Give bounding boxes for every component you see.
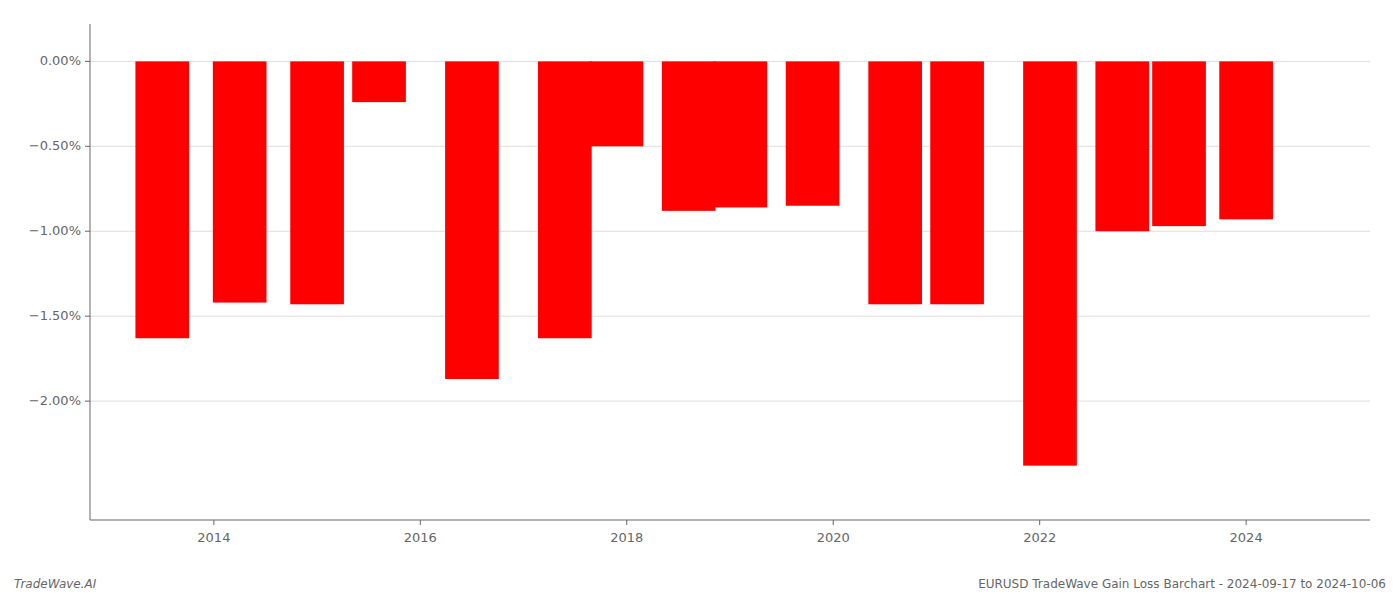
x-axis-line	[90, 520, 1370, 521]
bar	[538, 61, 592, 338]
bar	[290, 61, 344, 304]
y-tick	[85, 401, 90, 402]
y-tick-label: −1.00%	[29, 223, 81, 238]
x-tick	[626, 520, 627, 525]
y-axis-line	[90, 24, 91, 520]
y-tick-label: 0.00%	[40, 53, 81, 68]
chart-container: 0.00%−0.50%−1.00%−1.50%−2.00%20142016201…	[0, 0, 1400, 600]
y-tick	[85, 146, 90, 147]
grid-line	[90, 316, 1370, 317]
x-tick	[833, 520, 834, 525]
y-tick	[85, 316, 90, 317]
footer-text: TradeWave.AI	[14, 577, 97, 591]
bar	[445, 61, 499, 379]
bar	[213, 61, 267, 302]
bar	[1095, 61, 1149, 231]
bar	[1219, 61, 1273, 219]
x-tick-label: 2022	[1023, 530, 1056, 545]
x-tick-label: 2018	[610, 530, 643, 545]
x-tick-label: 2014	[197, 530, 230, 545]
bars	[135, 61, 1273, 465]
bar	[1152, 61, 1206, 226]
bar	[713, 61, 767, 207]
footer-text: EURUSD TradeWave Gain Loss Barchart - 20…	[978, 577, 1386, 591]
grid-line	[90, 231, 1370, 232]
bar	[930, 61, 984, 304]
bar	[135, 61, 189, 338]
grid-line	[90, 401, 1370, 402]
x-tick-label: 2016	[404, 530, 437, 545]
chart: 0.00%−0.50%−1.00%−1.50%−2.00%20142016201…	[0, 0, 1400, 600]
x-tick	[1039, 520, 1040, 525]
x-tick	[1246, 520, 1247, 525]
bar	[590, 61, 644, 146]
x-tick	[213, 520, 214, 525]
y-tick-label: −1.50%	[29, 308, 81, 323]
y-tick-label: −0.50%	[29, 138, 81, 153]
bar	[662, 61, 716, 210]
x-tick-label: 2020	[817, 530, 850, 545]
bar	[868, 61, 922, 304]
y-axis: 0.00% −0.50% −1.00% −1.50% −2.00%	[29, 53, 1370, 408]
bar	[1023, 61, 1077, 465]
bar	[352, 61, 406, 102]
y-tick	[85, 231, 90, 232]
y-tick	[85, 61, 90, 62]
y-tick-label: −2.00%	[29, 393, 81, 408]
x-axis: 2014 2016 2018 2020 2022 2024	[197, 520, 1262, 545]
x-tick	[420, 520, 421, 525]
x-tick-label: 2024	[1230, 530, 1263, 545]
bar	[786, 61, 840, 205]
